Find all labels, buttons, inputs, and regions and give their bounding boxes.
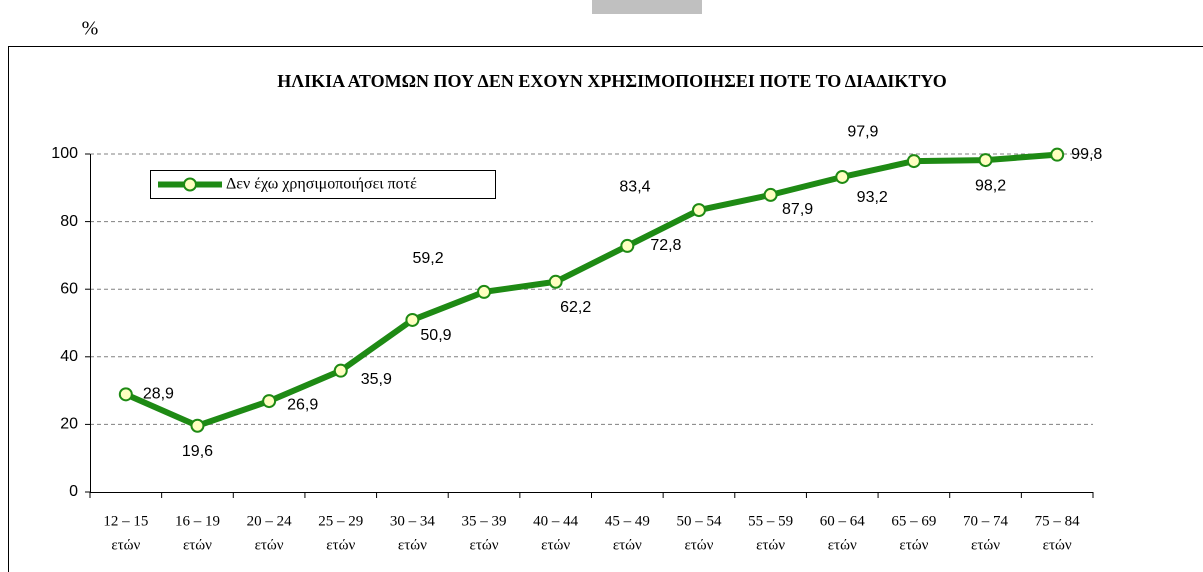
x-tick-label: ετών [255, 537, 284, 553]
y-tick-label: 40 [60, 348, 78, 365]
x-tick-label: ετών [899, 537, 928, 553]
marker [405, 312, 420, 327]
x-tick-label: 60 – 64 [820, 513, 866, 529]
x-tick-label: ετών [1043, 537, 1072, 553]
marker [477, 284, 492, 299]
data-label: 98,2 [975, 177, 1006, 194]
x-tick-label: 70 – 74 [963, 513, 1009, 529]
data-label: 26,9 [287, 396, 318, 413]
data-label: 28,9 [143, 386, 174, 403]
series-line [124, 151, 1058, 429]
x-tick-label: 40 – 44 [533, 513, 579, 529]
marker [835, 169, 850, 184]
data-label: 83,4 [619, 178, 650, 195]
marker [691, 203, 706, 218]
data-label: 97,9 [847, 123, 878, 140]
x-tick-label: ετών [756, 537, 785, 553]
x-tick-label: 12 – 15 [103, 513, 148, 529]
x-tick-label: 65 – 69 [891, 513, 936, 529]
x-tick-label: 55 – 59 [748, 513, 793, 529]
x-tick-label: 20 – 24 [247, 513, 293, 529]
data-label: 35,9 [361, 371, 392, 388]
decoration [592, 0, 702, 14]
x-tick-label: ετών [183, 537, 212, 553]
x-tick-label: ετών [470, 537, 499, 553]
x-tick-label: ετών [326, 537, 355, 553]
marker [190, 418, 205, 433]
x-tick-label: ετών [684, 537, 713, 553]
marker [548, 274, 563, 289]
data-label: 93,2 [857, 189, 888, 206]
x-tick-label: 75 – 84 [1035, 513, 1081, 529]
data-label: 87,9 [782, 201, 813, 218]
legend-marker [183, 177, 197, 192]
data-label: 72,8 [650, 237, 681, 254]
data-label: 59,2 [412, 250, 443, 267]
x-tick-label: 25 – 29 [318, 513, 363, 529]
x-tick-label: 30 – 34 [390, 513, 436, 529]
x-tick-label: 45 – 49 [605, 513, 650, 529]
y-tick-label: 80 [60, 213, 78, 230]
marker [333, 363, 348, 378]
data-label: 50,9 [420, 327, 451, 344]
marker [978, 153, 993, 168]
y-tick-label: 60 [60, 280, 78, 297]
legend-label: Δεν έχω χρησιμοποιήσει ποτέ [226, 176, 417, 193]
chart-title: ΗΛΙΚΙΑ ΑΤΟΜΩΝ ΠΟΥ ΔΕΝ ΕΧΟΥΝ ΧΡΗΣΙΜΟΠΟΙΗΣ… [277, 71, 947, 91]
x-tick-label: ετών [111, 537, 140, 553]
marker [1050, 147, 1065, 162]
y-axis-label: % [82, 18, 99, 40]
marker [906, 154, 921, 169]
x-tick-label: 35 – 39 [462, 513, 507, 529]
y-tick-label: 20 [60, 416, 78, 433]
data-label: 19,6 [182, 443, 213, 460]
x-tick-label: ετών [971, 537, 1000, 553]
x-tick-label: ετών [398, 537, 427, 553]
y-tick-label: 0 [69, 483, 78, 500]
marker [620, 238, 635, 253]
y-tick-label: 100 [51, 145, 78, 162]
marker [118, 387, 133, 402]
x-tick-label: ετών [828, 537, 857, 553]
data-label: 99,8 [1071, 146, 1102, 163]
x-tick-label: ετών [541, 537, 570, 553]
x-tick-label: ετών [613, 537, 642, 553]
data-label: 62,2 [560, 299, 591, 316]
x-tick-label: 50 – 54 [676, 513, 722, 529]
x-tick-label: 16 – 19 [175, 513, 220, 529]
marker [763, 187, 778, 202]
marker [262, 394, 277, 409]
